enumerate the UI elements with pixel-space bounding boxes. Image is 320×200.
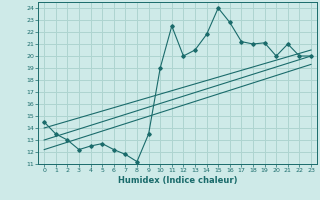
X-axis label: Humidex (Indice chaleur): Humidex (Indice chaleur) [118, 176, 237, 185]
